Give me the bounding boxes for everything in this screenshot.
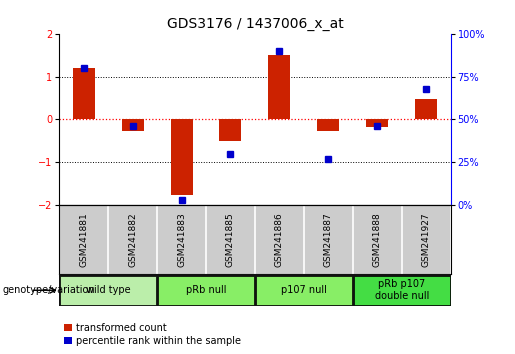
Bar bbox=[415, 99, 437, 120]
Text: pRb p107
double null: pRb p107 double null bbox=[374, 279, 429, 301]
Text: p107 null: p107 null bbox=[281, 285, 327, 295]
Bar bbox=[170, 120, 193, 195]
Bar bbox=[366, 120, 388, 127]
Bar bbox=[256, 276, 352, 304]
Bar bbox=[122, 120, 144, 131]
Text: pRb null: pRb null bbox=[186, 285, 226, 295]
Title: GDS3176 / 1437006_x_at: GDS3176 / 1437006_x_at bbox=[166, 17, 344, 31]
Text: GSM241887: GSM241887 bbox=[324, 212, 333, 267]
Bar bbox=[73, 68, 95, 120]
Text: genotype/variation: genotype/variation bbox=[3, 285, 95, 295]
Bar bbox=[219, 120, 242, 141]
Bar bbox=[317, 120, 339, 131]
Bar bbox=[268, 55, 290, 120]
Text: GSM241881: GSM241881 bbox=[79, 212, 88, 267]
Bar bbox=[60, 276, 156, 304]
Text: wild type: wild type bbox=[86, 285, 130, 295]
Bar bbox=[158, 276, 254, 304]
Text: GSM241886: GSM241886 bbox=[275, 212, 284, 267]
Text: GSM241885: GSM241885 bbox=[226, 212, 235, 267]
Text: GSM241883: GSM241883 bbox=[177, 212, 186, 267]
Text: GSM241888: GSM241888 bbox=[373, 212, 382, 267]
Text: GSM241927: GSM241927 bbox=[422, 212, 431, 267]
Text: GSM241882: GSM241882 bbox=[128, 212, 137, 267]
Legend: transformed count, percentile rank within the sample: transformed count, percentile rank withi… bbox=[64, 323, 241, 346]
Bar bbox=[354, 276, 450, 304]
